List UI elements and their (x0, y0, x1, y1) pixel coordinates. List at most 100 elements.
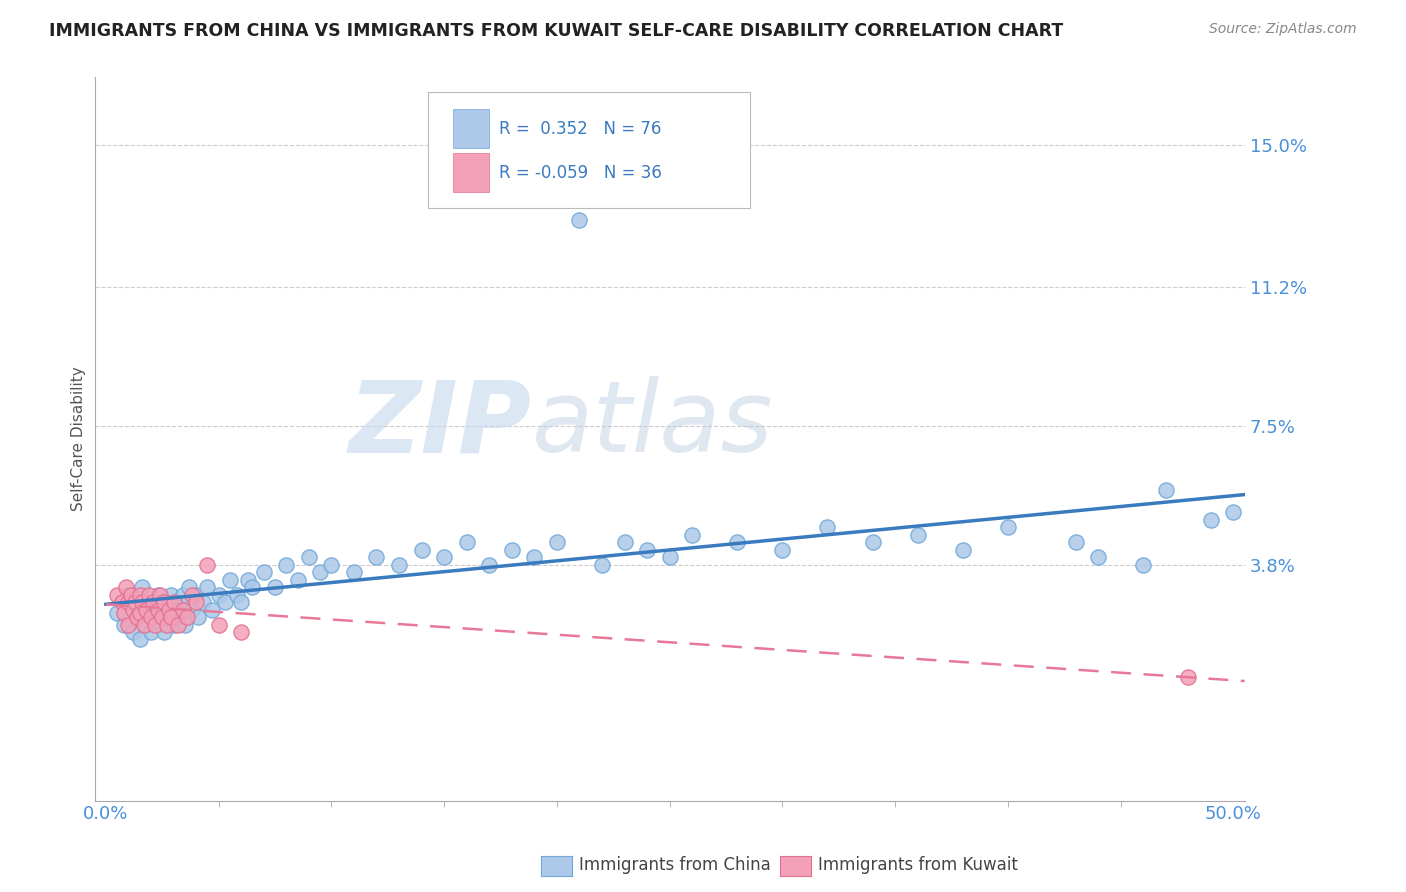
Point (187, 610, 209, 624)
Point (253, 565, 276, 579)
Point (1222, 505, 1244, 519)
Point (128, 632, 150, 647)
Point (907, 527, 929, 541)
Point (236, 573, 259, 587)
Point (145, 617, 167, 632)
Point (862, 535, 884, 549)
Point (146, 602, 169, 616)
Point (150, 595, 173, 609)
Point (139, 610, 162, 624)
Point (1064, 535, 1087, 549)
Point (153, 595, 176, 609)
Point (1132, 558, 1154, 572)
Point (138, 588, 160, 602)
Point (658, 550, 681, 565)
Point (127, 610, 149, 624)
Point (298, 550, 321, 565)
FancyBboxPatch shape (453, 153, 489, 192)
Point (105, 607, 128, 621)
Point (366, 550, 388, 565)
Point (112, 607, 135, 621)
Text: Immigrants from Kuwait: Immigrants from Kuwait (818, 856, 1018, 874)
Point (149, 617, 172, 632)
Point (231, 595, 253, 609)
Point (343, 565, 366, 579)
Point (142, 595, 165, 609)
Point (134, 617, 156, 632)
Point (165, 595, 187, 609)
Point (179, 580, 201, 594)
Point (591, 558, 613, 572)
Point (173, 617, 195, 632)
Point (997, 520, 1019, 534)
FancyBboxPatch shape (427, 92, 751, 208)
Text: ZIP: ZIP (349, 376, 531, 473)
Point (176, 595, 198, 609)
Point (242, 580, 264, 594)
Point (1199, 513, 1222, 527)
Text: R = -0.059   N = 36: R = -0.059 N = 36 (499, 164, 662, 182)
Point (117, 588, 139, 602)
Point (725, 535, 748, 549)
Y-axis label: Self-Care Disability: Self-Care Disability (72, 367, 86, 511)
Point (176, 610, 198, 624)
Point (167, 610, 190, 624)
Point (115, 580, 138, 594)
Point (636, 542, 658, 557)
Point (124, 595, 146, 609)
Point (131, 595, 153, 609)
Point (160, 588, 183, 602)
Point (952, 542, 974, 557)
Point (120, 588, 142, 602)
Point (142, 595, 165, 609)
Point (146, 588, 169, 602)
Point (613, 535, 636, 549)
Point (153, 625, 176, 640)
Point (225, 588, 247, 602)
Point (111, 595, 134, 609)
Point (546, 535, 568, 549)
Text: IMMIGRANTS FROM CHINA VS IMMIGRANTS FROM KUWAIT SELF-CARE DISABILITY CORRELATION: IMMIGRANTS FROM CHINA VS IMMIGRANTS FROM… (49, 22, 1063, 40)
Point (138, 602, 160, 616)
Text: Immigrants from China: Immigrants from China (579, 856, 770, 874)
Point (157, 602, 180, 616)
Point (128, 607, 150, 621)
Point (207, 617, 229, 632)
Point (180, 602, 202, 616)
Point (568, 212, 591, 227)
Point (231, 625, 253, 640)
Point (156, 602, 179, 616)
Point (264, 580, 287, 594)
FancyBboxPatch shape (453, 109, 489, 148)
Point (131, 580, 153, 594)
Point (201, 602, 224, 616)
Point (127, 595, 149, 609)
Point (184, 595, 207, 609)
Point (162, 617, 184, 632)
Point (195, 580, 218, 594)
Point (523, 550, 546, 565)
Point (149, 588, 172, 602)
Point (157, 610, 180, 624)
Point (162, 595, 184, 609)
Point (321, 558, 343, 572)
Point (117, 617, 139, 632)
Point (135, 602, 157, 616)
Point (156, 617, 179, 632)
Point (287, 573, 309, 587)
Point (388, 558, 411, 572)
Point (501, 542, 523, 557)
Point (681, 527, 703, 541)
Point (112, 617, 135, 632)
Point (770, 542, 793, 557)
Text: R =  0.352   N = 76: R = 0.352 N = 76 (499, 120, 662, 137)
Point (456, 535, 478, 549)
Point (105, 588, 128, 602)
Point (214, 595, 236, 609)
Point (172, 602, 194, 616)
Point (411, 542, 433, 557)
Point (117, 595, 139, 609)
Point (145, 610, 167, 624)
Point (207, 588, 229, 602)
Point (817, 520, 839, 534)
